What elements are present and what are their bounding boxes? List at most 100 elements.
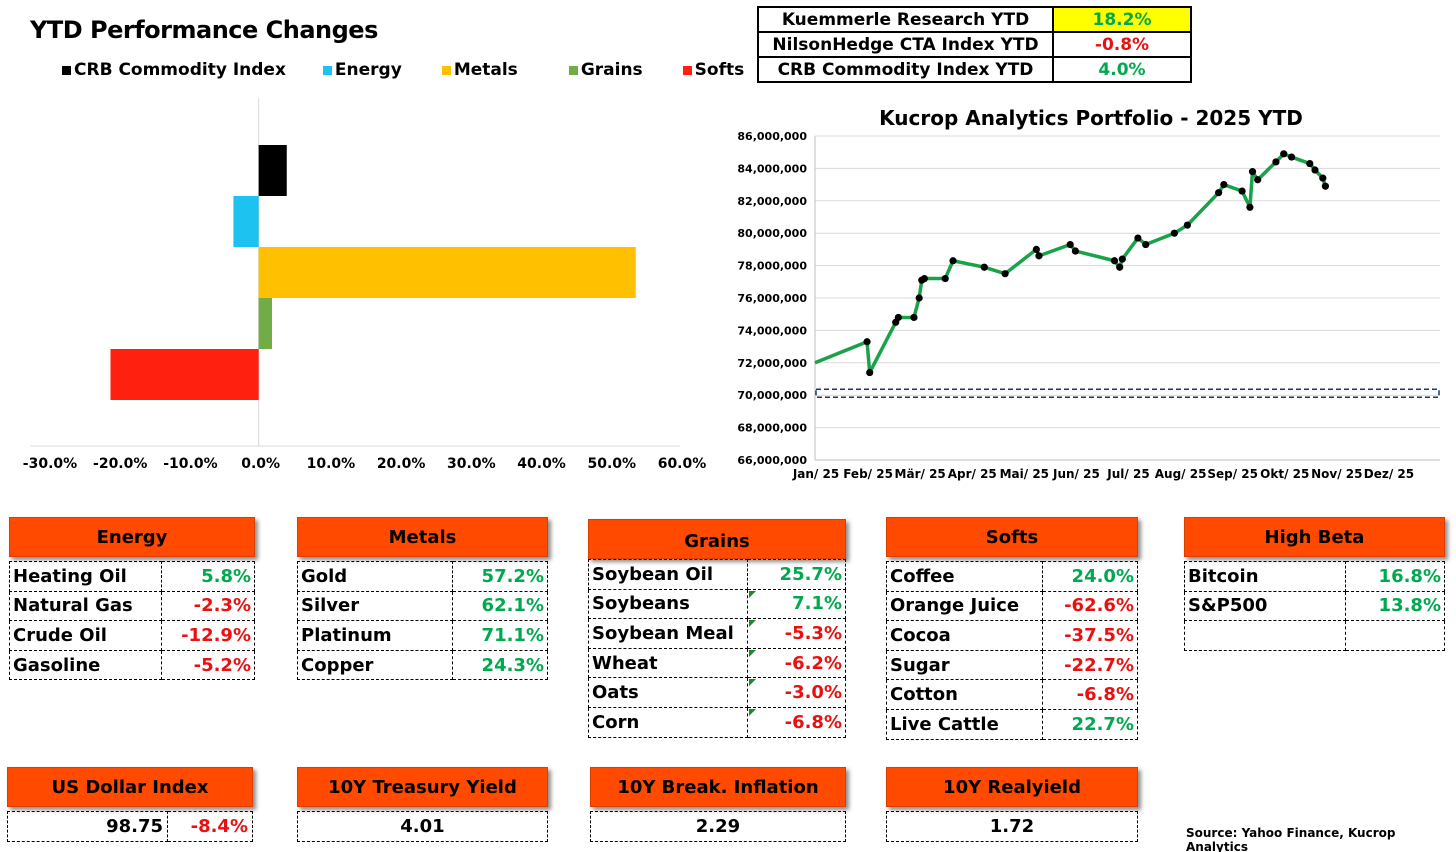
x-tick-label: Mai/ 25 — [1000, 467, 1049, 481]
x-tick-label: Mär/ 25 — [895, 467, 946, 481]
x-tick-label: 60.0% — [658, 456, 707, 472]
asset-name: Coffee — [886, 561, 1043, 592]
table-row: 4.01 — [297, 811, 548, 842]
asset-change: 16.8% — [1345, 561, 1445, 592]
legend-label: Grains — [580, 60, 643, 80]
y-tick-label: 76,000,000 — [737, 292, 807, 305]
asset-name: Soybean Oil — [587, 559, 749, 590]
data-point — [1319, 174, 1327, 182]
y-tick-label: 82,000,000 — [737, 195, 807, 208]
data-point — [1116, 263, 1124, 271]
data-point — [1118, 255, 1126, 263]
portfolio-line-chart: Kucrop Analytics Portfolio - 2025 YTD 66,… — [737, 106, 1440, 481]
summary-value: -0.8% — [1052, 31, 1192, 58]
table-row: Orange Juice -62.6% — [886, 591, 1139, 622]
grains-table: Soybean Oil 25.7% Soybeans 7.1% Soybean Meal… — [587, 559, 846, 738]
legend-item: Grains — [568, 60, 643, 80]
x-tick-label: Okt/ 25 — [1260, 467, 1309, 481]
data-point — [1246, 203, 1254, 211]
asset-change: -2.3% — [160, 591, 256, 622]
x-tick-label: Feb/ 25 — [843, 467, 893, 481]
legend-swatch — [682, 65, 692, 75]
data-point — [1280, 150, 1288, 158]
asset-change: 57.2% — [452, 561, 548, 592]
legend-swatch — [441, 65, 451, 75]
y-tick-label: 80,000,000 — [737, 227, 807, 240]
asset-name: Heating Oil — [9, 561, 162, 592]
asset-name: Orange Juice — [886, 591, 1043, 622]
legend-swatch — [62, 65, 71, 75]
asset-name: Platinum — [297, 620, 453, 651]
table-row: Silver 62.1% — [297, 591, 548, 622]
table-row: Soybeans 7.1% — [587, 589, 846, 620]
table-row: S&P500 13.8% — [1183, 591, 1445, 622]
panel-softs: Softs Coffee 24.0% Orange Juice -62.6% Cocoa… — [886, 517, 1139, 740]
panel-title: 10Y Treasury Yield — [297, 767, 548, 807]
data-point — [1272, 158, 1280, 166]
asset-change: -12.9% — [160, 620, 256, 651]
table-row: Gold 57.2% — [297, 561, 548, 592]
asset-name: Corn — [587, 707, 749, 738]
softs-table: Coffee 24.0% Orange Juice -62.6% Cocoa -37.5%… — [886, 561, 1139, 740]
x-tick-label: 40.0% — [517, 456, 566, 472]
treasury-table: 4.01 — [297, 811, 548, 842]
data-point — [1066, 240, 1074, 249]
table-row: Natural Gas -2.3% — [9, 591, 256, 622]
bar — [233, 196, 259, 247]
table-row: Crude Oil -12.9% — [9, 620, 256, 651]
asset-name — [1183, 620, 1347, 651]
y-tick-label: 66,000,000 — [737, 454, 807, 467]
panel-metals: Metals Gold 57.2% Silver 62.1% Platinum 71.1%… — [297, 517, 548, 681]
asset-change: 22.7% — [1041, 709, 1139, 740]
data-point — [1183, 221, 1191, 229]
table-row: Gasoline -5.2% — [9, 650, 256, 681]
data-point — [1220, 181, 1228, 189]
y-tick-label: 74,000,000 — [737, 324, 807, 337]
x-tick-label: Sep/ 25 — [1207, 467, 1258, 481]
table-row: Copper 24.3% — [297, 650, 548, 681]
asset-name: Wheat — [587, 648, 749, 679]
asset-name: Silver — [297, 591, 453, 622]
asset-change: -62.6% — [1041, 591, 1139, 622]
line-chart-title: Kucrop Analytics Portfolio - 2025 YTD — [879, 106, 1303, 130]
x-tick-label: Aug/ 25 — [1155, 467, 1207, 481]
data-point — [863, 338, 871, 346]
data-point — [1254, 176, 1262, 184]
panel-10y-realyield: 10Y Realyield 1.72 — [886, 767, 1138, 842]
data-point — [1215, 189, 1223, 197]
panel-10y-breakeven-inflation: 10Y Break. Inflation 2.29 — [590, 767, 846, 842]
panel-title: Softs — [886, 517, 1138, 557]
panel-title: 10Y Break. Inflation — [590, 767, 846, 807]
x-tick-label: -10.0% — [163, 456, 217, 472]
legend-label: Energy — [334, 60, 402, 80]
asset-name: Copper — [297, 650, 453, 681]
y-tick-label: 72,000,000 — [737, 357, 807, 370]
data-point — [1110, 257, 1119, 265]
ytd-summary-table: Kuemmerle Research YTD 18.2% NilsonHedge… — [757, 6, 1192, 83]
summary-label: Kuemmerle Research YTD — [757, 6, 1054, 33]
asset-change: 25.7% — [747, 559, 846, 590]
asset-change: 62.1% — [452, 591, 548, 622]
summary-row: NilsonHedge CTA Index YTD -0.8% — [757, 31, 1192, 58]
panel-title: US Dollar Index — [7, 767, 253, 807]
legend-item: Energy — [322, 60, 402, 80]
asset-change: -6.2% — [747, 648, 846, 679]
realyield-value: 1.72 — [886, 811, 1138, 842]
treasury-value: 4.01 — [297, 811, 548, 842]
asset-name: Natural Gas — [9, 591, 162, 622]
data-point — [915, 294, 923, 302]
asset-change: 13.8% — [1345, 591, 1445, 622]
x-tick-label: -20.0% — [93, 456, 147, 472]
energy-table: Heating Oil 5.8% Natural Gas -2.3% Crude Oil… — [9, 561, 256, 681]
usd-change: -8.4% — [167, 811, 253, 842]
data-point — [1001, 270, 1009, 278]
x-tick-label: Apr/ 25 — [948, 467, 997, 481]
asset-change — [1345, 620, 1445, 651]
metals-table: Gold 57.2% Silver 62.1% Platinum 71.1% Copper 2… — [297, 561, 548, 681]
legend-item: Softs — [682, 60, 744, 80]
asset-name: Gold — [297, 561, 453, 592]
asset-change: -6.8% — [1041, 679, 1139, 710]
usd-table: 98.75 -8.4% — [7, 811, 253, 842]
table-row: Soybean Oil 25.7% — [587, 559, 846, 590]
x-tick-label: Jun/ 25 — [1052, 467, 1100, 481]
